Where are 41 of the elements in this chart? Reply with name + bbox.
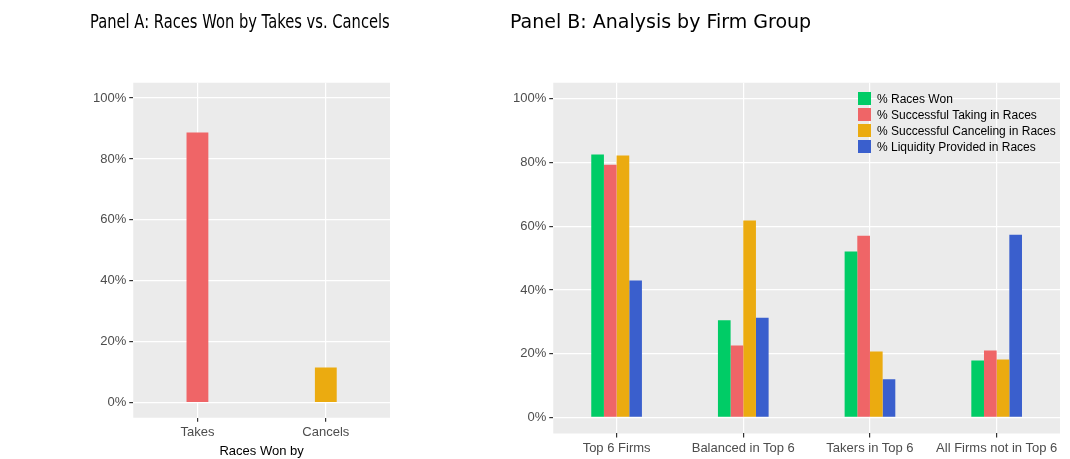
y-tick-label: 100% <box>93 89 127 105</box>
y-tick-label: 40% <box>100 272 127 288</box>
bar <box>717 320 731 417</box>
bar <box>603 164 617 417</box>
x-tick-label: All Firms not in Top 6 <box>936 439 1058 455</box>
bar <box>844 251 858 417</box>
bar <box>755 317 769 417</box>
chart-title: Panel B: Analysis by Firm Group <box>510 10 812 33</box>
bar <box>591 154 604 417</box>
y-tick-label: 20% <box>520 345 547 361</box>
bar <box>857 235 870 417</box>
y-tick-label: 80% <box>100 150 127 166</box>
bar <box>629 280 642 417</box>
x-tick-label: Takes <box>180 424 215 440</box>
y-tick-label: 100% <box>513 90 547 106</box>
x-tick-label: Top 6 Firms <box>582 439 652 455</box>
bar <box>730 345 744 417</box>
bar <box>616 155 630 417</box>
bar <box>1009 234 1022 417</box>
y-tick-label: 20% <box>100 333 127 349</box>
bar <box>996 359 1010 417</box>
bar <box>869 351 883 417</box>
x-tick-label: Takers in Top 6 <box>826 439 914 455</box>
y-tick-label: 0% <box>527 409 547 425</box>
bar <box>971 360 984 417</box>
y-tick-label: 60% <box>100 211 127 227</box>
chart-title: Panel A: Races Won by Takes vs. Cancels <box>90 10 390 33</box>
y-tick-label: 40% <box>520 281 547 297</box>
bar <box>882 379 896 417</box>
y-tick-label: 80% <box>520 154 547 170</box>
y-tick-label: 60% <box>520 217 547 233</box>
legend-label: % Successful Taking in Races <box>876 106 1038 123</box>
legend-label: % Races Won <box>876 90 954 107</box>
x-tick-label: Balanced in Top 6 <box>691 439 795 455</box>
legend-label: % Successful Canceling in Races <box>876 122 1056 139</box>
legend-label: % Liquidity Provided in Races <box>876 138 1037 155</box>
bar <box>743 220 756 417</box>
x-tick-label: Cancels <box>302 424 350 440</box>
y-tick-label: 0% <box>107 394 127 410</box>
bar <box>983 350 997 417</box>
x-axis-title: Races Won by <box>219 442 305 458</box>
